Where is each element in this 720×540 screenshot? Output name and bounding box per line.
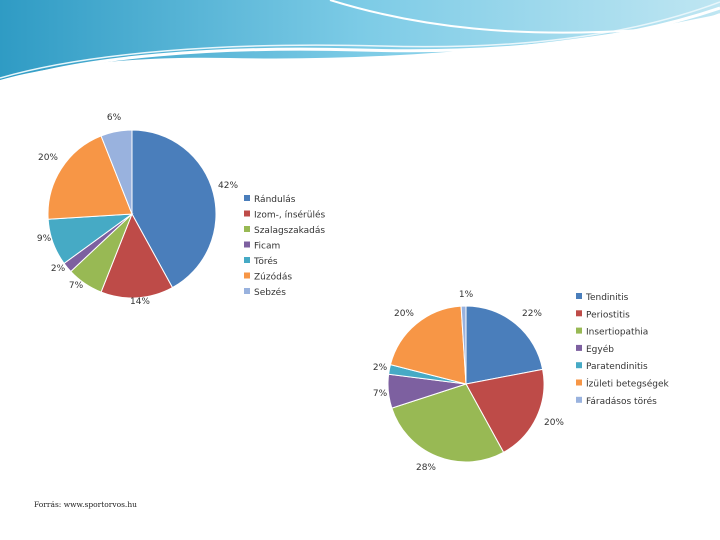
overuse-pie-svg: 22% 20% 28% 7% 2% 20% 1% Tendinitis Periostitis I… (373, 290, 670, 473)
legend-swatch (244, 226, 250, 232)
injury-pie-chart: 42% 14% 7% 2% 9% 20% 6% Rándulás Izom-, ínsérülé… (22, 104, 338, 310)
source-note: Forrás: www.sportorvos.hu (34, 500, 137, 509)
legend-swatch (576, 362, 582, 369)
slice-value-label: 20% (38, 153, 58, 163)
slice-value-label: 6% (107, 113, 122, 123)
injury-pie-svg: 42% 14% 7%2% 9% 20% 6% Rándulás Izom-, ínsérülé… (37, 113, 326, 307)
slice-value-label: 7% (373, 389, 388, 399)
legend-swatch (244, 210, 250, 217)
slice-value-label: 22% (522, 309, 542, 319)
legend-swatch (576, 293, 582, 299)
legend-swatch (244, 257, 250, 263)
legend-label: Egyéb (586, 344, 614, 355)
pie-slice-izom-inserules (100, 212, 174, 299)
legend-label: Rándulás (254, 195, 296, 205)
legend-swatch (576, 344, 582, 351)
slice-value-label: 7% (69, 281, 84, 291)
legend-label: Periostitis (586, 310, 630, 320)
legend-swatch (244, 195, 250, 201)
legend-swatch (576, 396, 582, 403)
legend-label: Ízületi betegségek (586, 378, 670, 390)
pie-slice-tendinitis (465, 305, 544, 385)
slice-value-label: 2% (373, 363, 388, 373)
pie-slice-sebzes (100, 129, 133, 215)
legend-label: Zúzódás (254, 272, 292, 283)
legend-label: Tendinitis (585, 293, 629, 303)
legend-label: Törés (253, 256, 278, 267)
legend-swatch (576, 327, 582, 334)
pie-slice-randulas (131, 129, 217, 289)
pie-slice-izuleti-betegsegek (389, 305, 467, 385)
legend-swatch (244, 288, 250, 294)
pie-slice-periostitis (465, 368, 545, 454)
legend-swatch (244, 272, 250, 279)
slice-value-label: 14% (130, 297, 150, 307)
legend-label: Insertiopathia (586, 328, 648, 338)
legend-label: Ficam (254, 242, 280, 252)
pie-slice-insertiopathia (391, 383, 505, 463)
legend-swatch (576, 379, 582, 386)
slice-value-label: 42% (218, 181, 238, 191)
legend-label: Paratendinitis (586, 362, 648, 372)
legend-swatch (244, 241, 250, 248)
slice-value-label: 2% (51, 264, 66, 274)
pie-slice-faradasos-tores (460, 305, 467, 385)
slice-value-label: 20% (544, 418, 564, 428)
slice-value-label: 20% (394, 309, 414, 319)
legend-label: Izom-, ínsérülés (254, 210, 325, 221)
legend-swatch (576, 310, 582, 317)
slice-value-label: 1% (459, 290, 474, 300)
slice-value-label: 28% (416, 463, 436, 473)
header-swoosh-decoration (0, 0, 720, 86)
legend-label: Fáradásos törés (586, 396, 657, 407)
legend-label: Sebzés (254, 287, 286, 298)
legend-label: Szalagszakadás (254, 226, 325, 236)
overuse-pie-chart: 22% 20% 28% 7% 2% 20% 1% Tendinitis Periostitis I… (360, 282, 676, 478)
pie-slice-zuzodas (47, 135, 133, 220)
slice-value-label: 9% (37, 234, 52, 244)
